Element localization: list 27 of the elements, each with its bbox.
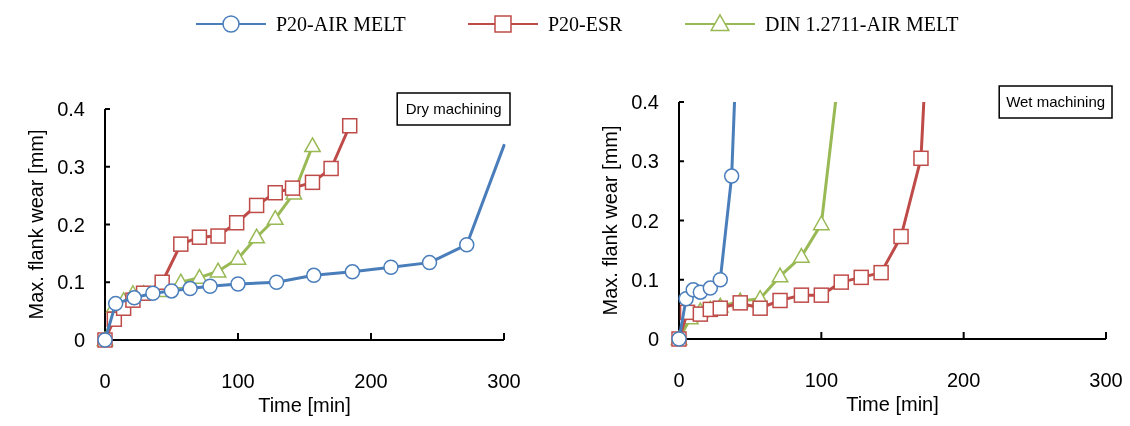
y-axis-title: Max. flank wear [mm]: [599, 125, 621, 316]
y-tick-label: 0.1: [57, 271, 85, 294]
y-axis-title: Max. flank wear [mm]: [25, 129, 47, 320]
x-tick-label: 100: [221, 370, 255, 392]
x-tick-label: 0: [673, 369, 685, 391]
y-tick-label: 0: [73, 329, 85, 351]
y-tick-label: 0.4: [57, 98, 85, 120]
x-tick-label: 300: [1089, 369, 1123, 391]
y-tick-label: 0.3: [631, 150, 659, 173]
x-axis-title: Time [min]: [846, 393, 939, 415]
x-tick-label: 200: [946, 369, 981, 391]
legend-label: P20-AIR MELT: [276, 13, 406, 35]
x-tick-label: 0: [99, 370, 111, 392]
y-tick-label: 0: [647, 328, 659, 350]
legend-label: DIN 1.2711-AIR MELT: [765, 13, 959, 35]
x-tick-label: 100: [804, 369, 839, 391]
annotation: Wet machining: [1006, 93, 1106, 111]
y-tick-label: 0.3: [57, 155, 85, 178]
x-tick-label: 300: [487, 370, 521, 392]
x-tick-label: 200: [354, 370, 388, 392]
y-tick-label: 0.1: [631, 268, 659, 291]
legend-label: P20-ESR: [548, 13, 624, 35]
y-tick-label: 0.2: [57, 213, 85, 236]
y-tick-label: 0.4: [631, 91, 659, 113]
x-axis-title: Time [min]: [258, 394, 351, 416]
y-tick-label: 0.2: [631, 209, 659, 232]
annotation: Dry machining: [405, 100, 502, 118]
